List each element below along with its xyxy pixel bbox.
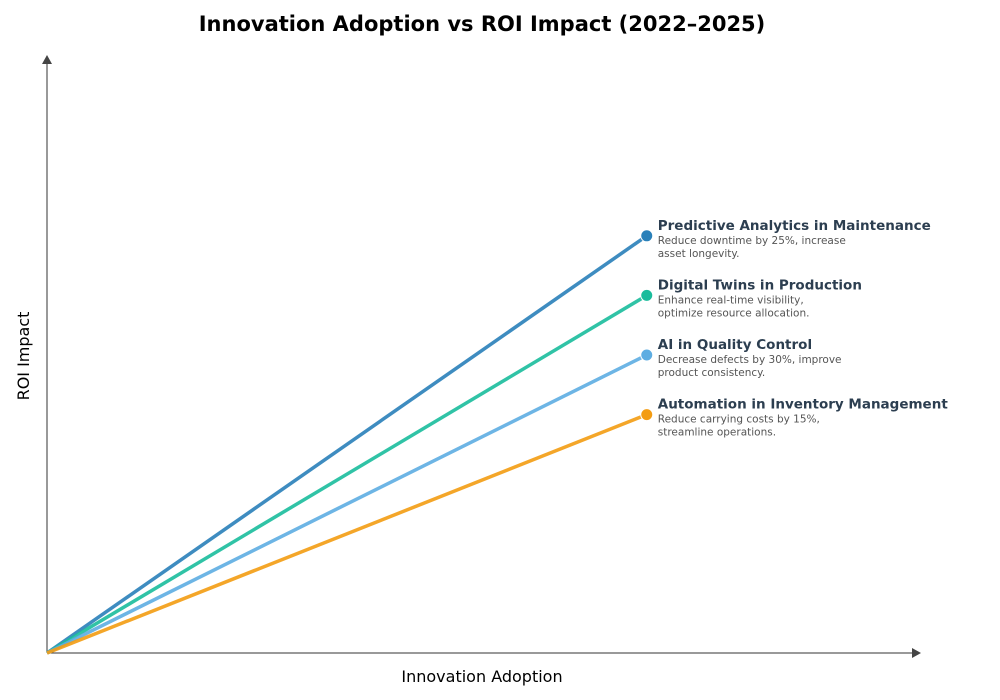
series-label: Automation in Inventory Management	[658, 397, 949, 413]
y-axis-label: ROI Impact	[14, 312, 33, 401]
x-axis-arrow-icon	[912, 648, 921, 658]
series-description: optimize resource allocation.	[658, 307, 810, 319]
series-label: AI in Quality Control	[658, 337, 812, 353]
series-line	[46, 412, 648, 655]
chart-title: Innovation Adoption vs ROI Impact (2022–…	[199, 12, 766, 36]
y-axis-arrow-icon	[42, 55, 52, 64]
series-description: Enhance real-time visibility,	[658, 294, 804, 306]
series-3: Automation in Inventory ManagementReduce…	[46, 397, 949, 655]
x-axis	[47, 648, 921, 658]
series-description: product consistency.	[658, 367, 766, 379]
series-endpoint	[640, 408, 654, 422]
series-description: Reduce downtime by 25%, increase	[658, 235, 846, 247]
y-axis	[42, 55, 52, 653]
series-line	[46, 353, 648, 655]
series-line	[46, 234, 648, 655]
series-label: Predictive Analytics in Maintenance	[658, 218, 931, 234]
series-description: asset longevity.	[658, 248, 740, 260]
series-endpoint	[640, 229, 654, 243]
series-description: Reduce carrying costs by 15%,	[658, 414, 820, 426]
series-0: Predictive Analytics in MaintenanceReduc…	[46, 218, 931, 655]
x-axis-label: Innovation Adoption	[401, 667, 562, 686]
series-endpoint	[640, 348, 654, 362]
series-description: Decrease defects by 30%, improve	[658, 354, 842, 366]
series-description: streamline operations.	[658, 427, 776, 439]
series-line	[46, 293, 648, 655]
series-endpoint	[640, 288, 654, 302]
series-label: Digital Twins in Production	[658, 277, 862, 293]
